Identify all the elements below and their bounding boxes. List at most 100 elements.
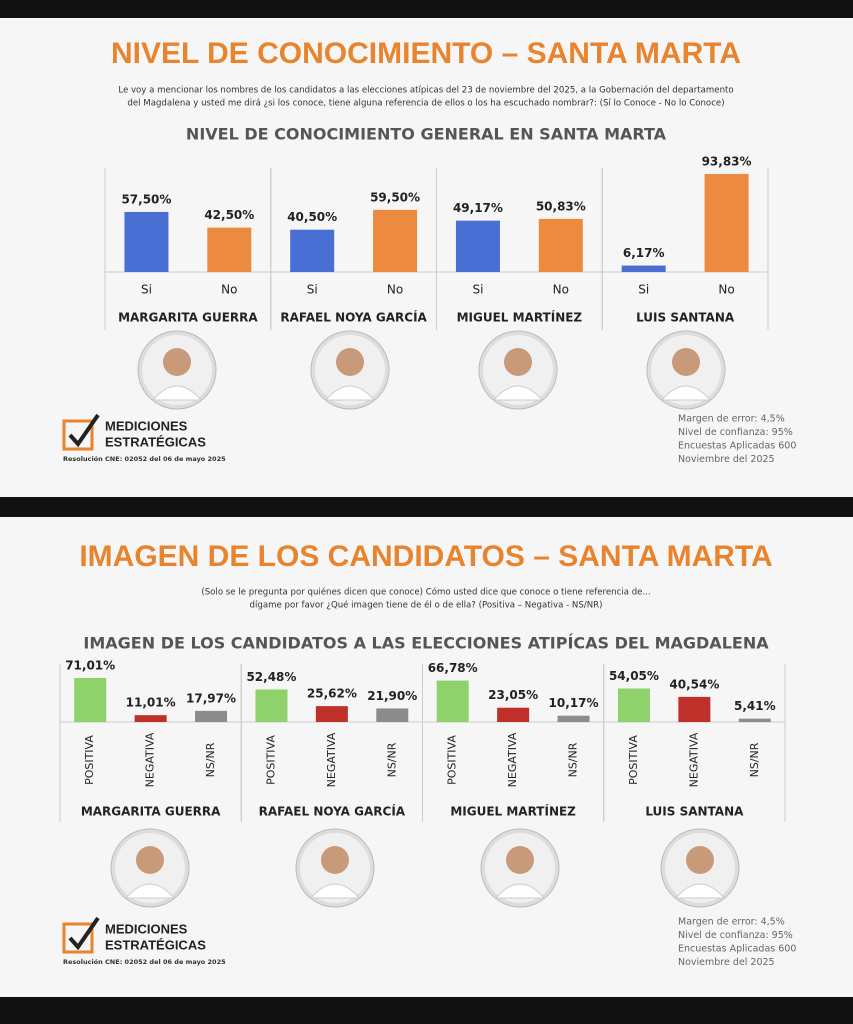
bar (538, 218, 583, 272)
question: dígame por favor ¿Qué imagen tiene de él… (250, 600, 603, 611)
photo-head (163, 348, 191, 376)
note: Encuestas Aplicadas 600 (678, 441, 796, 452)
category-label: NS/NR (204, 742, 217, 777)
value-label: 21,90% (367, 689, 417, 703)
photo-head (336, 348, 364, 376)
candidate-name: LUIS SANTANA (636, 311, 735, 325)
photo-head (506, 846, 534, 874)
photo-body (660, 385, 712, 401)
candidate-name: MARGARITA GUERRA (118, 311, 258, 325)
photo-body (492, 385, 544, 401)
bar (315, 706, 348, 722)
photo-body (309, 883, 361, 899)
panel (0, 517, 853, 997)
bar (124, 211, 169, 272)
candidate-name: MIGUEL MARTÍNEZ (457, 310, 583, 325)
value-label: 11,01% (126, 696, 176, 710)
value-label: 66,78% (428, 661, 478, 675)
chart-title: IMAGEN DE LOS CANDIDATOS A LAS ELECCIONE… (83, 634, 769, 653)
bar (704, 174, 749, 272)
heading: IMAGEN DE LOS CANDIDATOS – SANTA MARTA (79, 540, 772, 573)
value-label: 23,05% (488, 688, 538, 702)
question: Le voy a mencionar los nombres de los ca… (118, 85, 733, 96)
value-label: 52,48% (246, 670, 296, 684)
resolution: Resolución CNE: 02052 del 06 de mayo 202… (63, 455, 226, 463)
value-label: 40,54% (669, 677, 719, 691)
category-label: No (387, 283, 403, 297)
category-label: POSITIVA (83, 735, 96, 785)
bar (74, 678, 107, 722)
category-label: NEGATIVA (144, 732, 157, 787)
bar (455, 220, 500, 272)
logo-text: ESTRATÉGICAS (105, 434, 206, 449)
value-label: 40,50% (287, 210, 337, 224)
photo-body (124, 883, 176, 899)
bar (255, 689, 288, 722)
note: Nivel de confianza: 95% (678, 930, 793, 941)
candidate-name: RAFAEL NOYA GARCÍA (259, 804, 406, 819)
value-label: 6,17% (623, 246, 665, 260)
bar (738, 718, 771, 722)
photo-head (136, 846, 164, 874)
value-label: 42,50% (204, 208, 254, 222)
category-label: NS/NR (385, 742, 398, 777)
photo-body (151, 385, 203, 401)
bar (436, 680, 469, 722)
value-label: 5,41% (734, 699, 776, 713)
category-label: NS/NR (567, 742, 580, 777)
photo-body (674, 883, 726, 899)
chart-title: NIVEL DE CONOCIMIENTO GENERAL EN SANTA M… (186, 125, 667, 144)
category-label: No (553, 283, 569, 297)
bar (207, 227, 252, 272)
value-label: 25,62% (307, 687, 357, 701)
bar (557, 715, 590, 722)
category-label: POSITIVA (627, 735, 640, 785)
candidate-name: MARGARITA GUERRA (81, 805, 221, 819)
value-label: 54,05% (609, 669, 659, 683)
value-label: 71,01% (65, 659, 115, 673)
bar (290, 229, 335, 272)
photo-head (321, 846, 349, 874)
category-label: Si (638, 283, 649, 297)
category-label: NEGATIVA (506, 732, 519, 787)
category-label: No (718, 283, 734, 297)
category-label: POSITIVA (446, 735, 459, 785)
category-label: NEGATIVA (687, 732, 700, 787)
logo-text: MEDICIONES (105, 418, 188, 433)
value-label: 17,97% (186, 691, 236, 705)
value-label: 10,17% (549, 696, 599, 710)
value-label: 93,83% (702, 155, 752, 169)
candidate-name: MIGUEL MARTÍNEZ (450, 804, 576, 819)
bar (373, 209, 418, 272)
category-label: Si (472, 283, 483, 297)
photo-head (504, 348, 532, 376)
bar (621, 265, 666, 272)
logo-text: MEDICIONES (105, 921, 188, 936)
note: Noviembre del 2025 (678, 957, 775, 968)
photo-head (686, 846, 714, 874)
question: (Solo se le pregunta por quiénes dicen q… (201, 587, 650, 598)
question: del Magdalena y usted me dirá ¿si los co… (127, 99, 724, 109)
bar (678, 696, 711, 722)
category-label: NS/NR (748, 742, 761, 777)
value-label: 57,50% (121, 192, 171, 206)
category-label: Si (307, 283, 318, 297)
photo-body (494, 883, 546, 899)
note: Nivel de confianza: 95% (678, 427, 793, 438)
logo-check (68, 413, 100, 448)
value-label: 59,50% (370, 190, 420, 204)
note: Margen de error: 4,5% (678, 414, 785, 425)
bar (376, 708, 409, 722)
candidate-name: RAFAEL NOYA GARCÍA (280, 310, 427, 325)
value-label: 50,83% (536, 199, 586, 213)
photo-body (324, 385, 376, 401)
logo-box (62, 419, 94, 451)
photo-head (672, 348, 700, 376)
logo-text: ESTRATÉGICAS (105, 937, 206, 952)
bar (195, 710, 228, 722)
note: Encuestas Aplicadas 600 (678, 944, 796, 955)
bar (134, 715, 167, 722)
candidate-name: LUIS SANTANA (645, 805, 744, 819)
